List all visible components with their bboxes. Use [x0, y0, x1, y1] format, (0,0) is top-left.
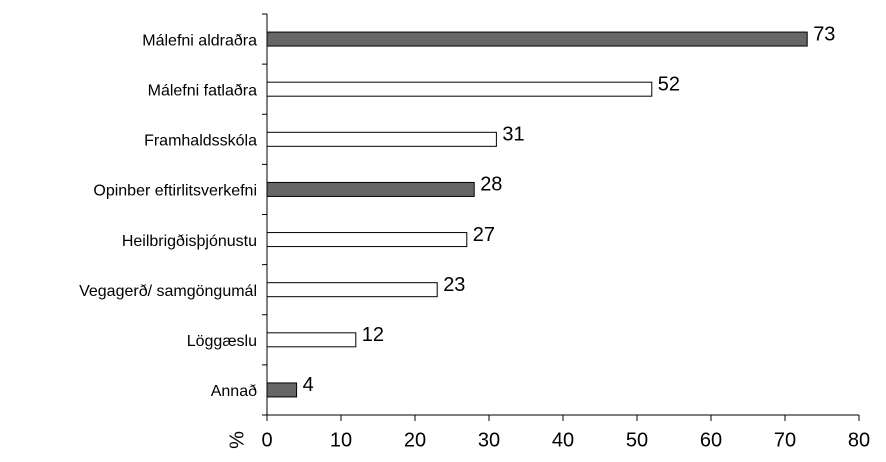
value-label: 27	[473, 224, 495, 246]
y-tick-label: Vegagerð/ samgöngumál	[79, 283, 257, 300]
x-tick-label: 80	[848, 429, 870, 451]
bar	[266, 282, 438, 298]
bar	[266, 382, 298, 398]
value-label: 4	[303, 374, 314, 396]
bar	[266, 332, 357, 348]
value-label: 52	[658, 73, 680, 95]
y-tick-label: Löggæslu	[187, 333, 257, 350]
bar	[266, 181, 475, 197]
bar	[266, 31, 808, 47]
y-tick-label: Málefni fatlaðra	[148, 82, 257, 99]
value-label: 73	[813, 23, 835, 45]
x-tick-label: 0	[261, 429, 272, 451]
value-label: 28	[480, 174, 502, 196]
value-label: 23	[443, 274, 465, 296]
y-tick-label: Opinber eftirlitsverkefni	[93, 183, 257, 200]
bar	[266, 232, 468, 248]
y-tick-label: Framhaldsskóla	[144, 133, 257, 150]
y-tick-label: Heilbrigðisþjónustu	[122, 233, 257, 250]
value-label: 31	[502, 124, 524, 146]
x-axis-label: %	[226, 431, 248, 449]
x-tick-label: 60	[700, 429, 722, 451]
y-tick-label: Málefni aldraðra	[142, 32, 257, 49]
x-tick-label: 30	[478, 429, 500, 451]
value-label: 12	[362, 324, 384, 346]
x-tick-label: 50	[626, 429, 648, 451]
x-tick-label: 20	[404, 429, 426, 451]
x-tick-label: 70	[774, 429, 796, 451]
x-tick-label: 40	[552, 429, 574, 451]
bar	[266, 131, 497, 147]
y-tick-label: Annað	[211, 383, 257, 400]
x-tick-label: 10	[330, 429, 352, 451]
bar	[266, 81, 653, 97]
